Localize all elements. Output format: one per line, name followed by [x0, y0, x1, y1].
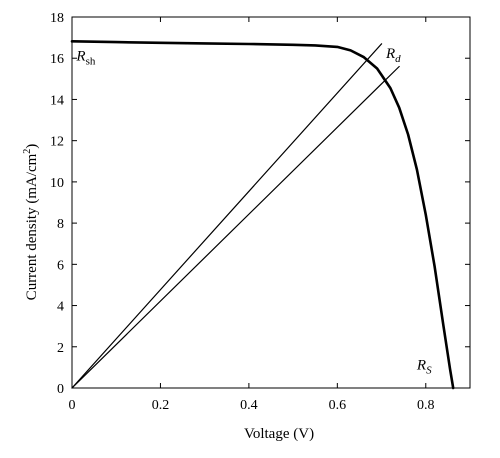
annotation-base: R [385, 46, 395, 62]
x-tick-label: 0 [69, 398, 76, 413]
y-axis-title-prefix: Current density (mA/cm [24, 153, 40, 300]
plot-area [71, 16, 471, 389]
tangent-line-1 [71, 43, 383, 389]
y-tick-label: 16 [50, 52, 64, 67]
annotation-label-rsh: Rsh [75, 48, 95, 67]
y-tick-label: 6 [57, 258, 64, 273]
x-tick-label: 0.2 [152, 398, 170, 413]
y-tick-label: 0 [57, 382, 64, 397]
y-axis-title: Current density (mA/cm2) [22, 144, 40, 301]
y-tick-label: 14 [50, 93, 64, 108]
plot-frame [71, 16, 471, 389]
annotation-base: R [416, 357, 426, 373]
x-tick-label: 0.4 [240, 398, 258, 413]
y-tick-label: 4 [57, 300, 64, 315]
annotation-label-rd: Rd [385, 46, 401, 65]
tangent-line-2 [71, 65, 400, 389]
axis-ticks: 0 0.2 0.4 0.6 0.8 0 2 4 6 8 10 12 14 16 18 [50, 11, 470, 413]
annotation-subscript: d [395, 53, 401, 65]
y-tick-label: 8 [57, 217, 64, 232]
x-axis-title: Voltage (V) [244, 426, 314, 442]
y-tick-label: 2 [57, 341, 64, 356]
annotation-label-rs: RS [416, 357, 432, 376]
annotation-subscript: S [426, 364, 432, 376]
jv-curve-line [70, 39, 455, 390]
y-axis-title-superscript: 2 [22, 149, 33, 154]
series-group [70, 39, 455, 390]
x-tick-label: 0.6 [329, 398, 347, 413]
y-tick-label: 12 [50, 135, 64, 150]
annotation-base: R [75, 48, 85, 64]
y-tick-label: 10 [50, 176, 64, 191]
x-tick-label: 0.8 [417, 398, 435, 413]
y-tick-label: 18 [50, 11, 64, 26]
annotation-subscript: sh [86, 55, 96, 67]
y-axis-title-suffix: ) [24, 144, 40, 149]
